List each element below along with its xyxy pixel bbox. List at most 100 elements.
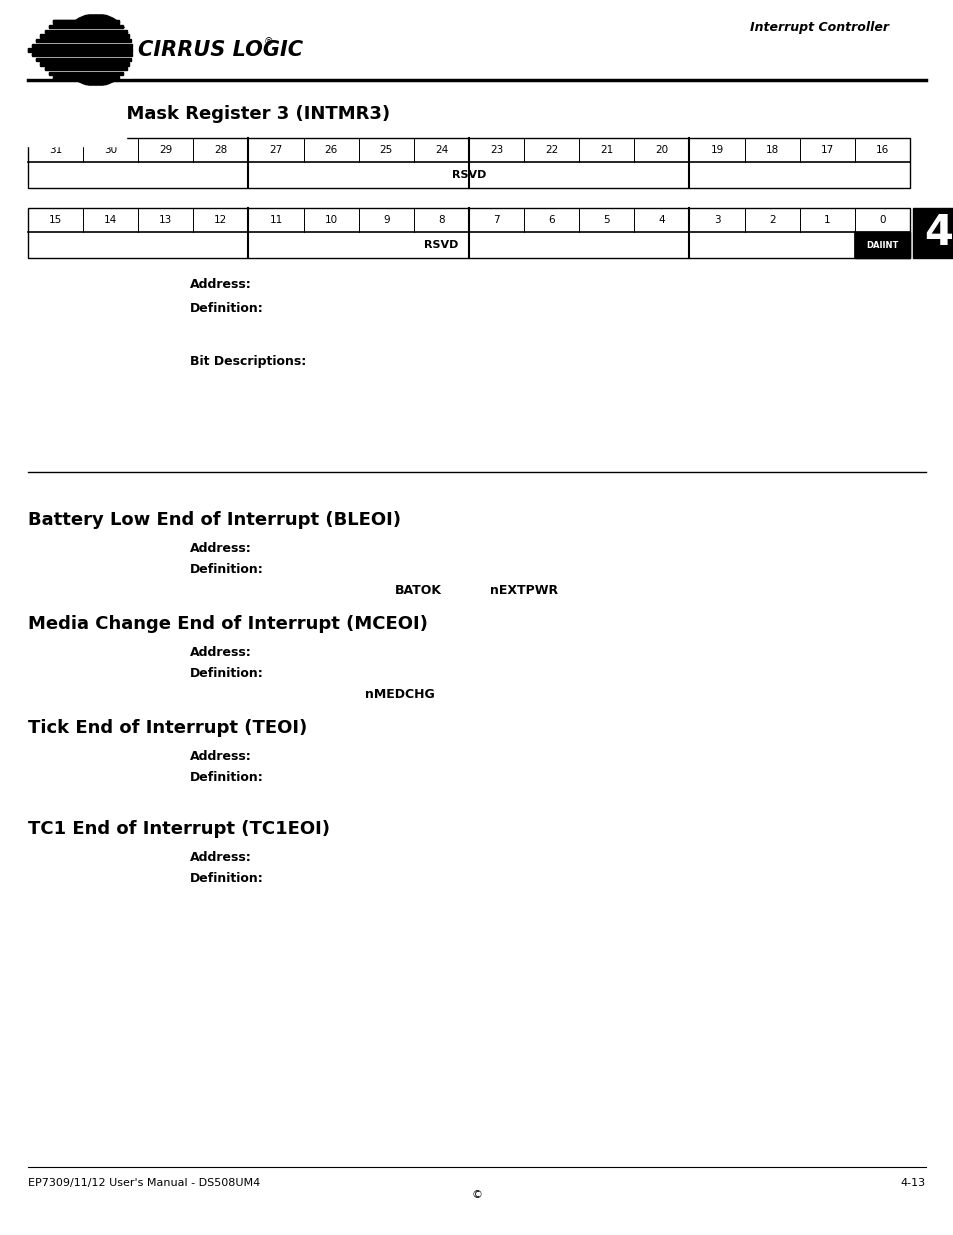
- Text: Address:: Address:: [190, 750, 252, 763]
- Text: TC1 End of Interrupt (TC1EOI): TC1 End of Interrupt (TC1EOI): [28, 820, 330, 839]
- Text: 11: 11: [269, 215, 282, 225]
- Text: nMEDCHG: nMEDCHG: [365, 688, 435, 701]
- Text: Bit Descriptions:: Bit Descriptions:: [190, 354, 306, 368]
- Bar: [28, 138, 909, 188]
- Text: 21: 21: [599, 144, 613, 156]
- Text: 13: 13: [159, 215, 172, 225]
- Bar: [53, 77, 96, 79]
- Text: Address:: Address:: [190, 851, 252, 864]
- Text: RSVD: RSVD: [452, 170, 486, 180]
- Bar: [36, 40, 96, 42]
- Bar: [36, 40, 131, 42]
- Bar: [28, 65, 132, 68]
- Bar: [45, 67, 127, 70]
- Text: 10: 10: [324, 215, 337, 225]
- Bar: [28, 56, 132, 58]
- Bar: [912, 207, 953, 258]
- Text: CIRRUS LOGIC: CIRRUS LOGIC: [138, 40, 303, 61]
- Bar: [28, 28, 132, 30]
- Bar: [49, 72, 123, 75]
- Bar: [45, 30, 96, 33]
- Text: 4-13: 4-13: [900, 1178, 925, 1188]
- Text: Definition:: Definition:: [190, 667, 263, 680]
- Text: RSVD: RSVD: [424, 240, 458, 249]
- Text: 23: 23: [490, 144, 502, 156]
- Bar: [28, 23, 132, 26]
- Bar: [854, 232, 909, 258]
- Bar: [40, 63, 129, 65]
- Text: 15: 15: [49, 215, 62, 225]
- Bar: [45, 30, 127, 33]
- Text: 17: 17: [820, 144, 833, 156]
- Bar: [28, 52, 132, 53]
- Bar: [49, 25, 96, 28]
- Text: 19: 19: [710, 144, 723, 156]
- Text: Interrupt Mask Register 3 (INTMR3): Interrupt Mask Register 3 (INTMR3): [28, 105, 390, 124]
- Bar: [28, 48, 132, 52]
- Bar: [32, 43, 96, 47]
- Text: Interrupt Controller: Interrupt Controller: [749, 21, 888, 35]
- Text: 6: 6: [548, 215, 555, 225]
- Text: Definition:: Definition:: [190, 872, 263, 885]
- Text: 7: 7: [493, 215, 499, 225]
- Bar: [36, 58, 131, 61]
- Text: 14: 14: [104, 215, 117, 225]
- Bar: [28, 47, 132, 48]
- Bar: [32, 53, 96, 57]
- Bar: [28, 61, 132, 63]
- Text: 2: 2: [768, 215, 775, 225]
- Text: nEXTPWR: nEXTPWR: [490, 584, 558, 597]
- Text: 28: 28: [214, 144, 228, 156]
- Text: 8: 8: [437, 215, 444, 225]
- Text: Definition:: Definition:: [190, 563, 263, 576]
- Text: BATOK: BATOK: [395, 584, 441, 597]
- Bar: [45, 67, 96, 70]
- Text: 4: 4: [658, 215, 664, 225]
- Text: 16: 16: [875, 144, 888, 156]
- Bar: [36, 58, 96, 61]
- Bar: [18, 0, 126, 14]
- Bar: [28, 48, 96, 52]
- Text: Address:: Address:: [190, 542, 252, 555]
- Bar: [40, 35, 96, 37]
- Text: Address:: Address:: [190, 646, 252, 659]
- Text: ©: ©: [471, 1191, 482, 1200]
- Bar: [53, 21, 96, 23]
- Text: 31: 31: [49, 144, 62, 156]
- Text: 26: 26: [324, 144, 337, 156]
- Text: 24: 24: [435, 144, 448, 156]
- Bar: [49, 72, 96, 75]
- Bar: [28, 37, 132, 40]
- Circle shape: [60, 14, 132, 86]
- Text: 30: 30: [104, 144, 117, 156]
- Bar: [28, 207, 909, 258]
- Text: ®: ®: [264, 37, 274, 47]
- Bar: [40, 63, 96, 65]
- Text: 20: 20: [655, 144, 668, 156]
- Text: 29: 29: [159, 144, 172, 156]
- Text: DAIINT: DAIINT: [865, 241, 898, 249]
- Text: Address:: Address:: [190, 278, 252, 291]
- Bar: [18, 86, 126, 146]
- Bar: [28, 32, 132, 35]
- Bar: [28, 70, 132, 72]
- Text: 25: 25: [379, 144, 393, 156]
- Text: 3: 3: [713, 215, 720, 225]
- Text: EP7309/11/12 User's Manual - DS508UM4: EP7309/11/12 User's Manual - DS508UM4: [28, 1178, 260, 1188]
- Text: Definition:: Definition:: [190, 303, 263, 315]
- Bar: [40, 35, 129, 37]
- Bar: [32, 53, 132, 57]
- Text: 0: 0: [879, 215, 884, 225]
- Text: 22: 22: [544, 144, 558, 156]
- Text: 4: 4: [923, 212, 952, 254]
- Bar: [49, 25, 123, 28]
- Text: Definition:: Definition:: [190, 771, 263, 784]
- Text: Tick End of Interrupt (TEOI): Tick End of Interrupt (TEOI): [28, 719, 307, 737]
- Bar: [53, 21, 118, 23]
- Bar: [53, 77, 118, 79]
- Text: 1: 1: [823, 215, 830, 225]
- Text: Battery Low End of Interrupt (BLEOI): Battery Low End of Interrupt (BLEOI): [28, 511, 400, 529]
- Text: 5: 5: [603, 215, 610, 225]
- Text: Media Change End of Interrupt (MCEOI): Media Change End of Interrupt (MCEOI): [28, 615, 428, 634]
- Text: 12: 12: [214, 215, 228, 225]
